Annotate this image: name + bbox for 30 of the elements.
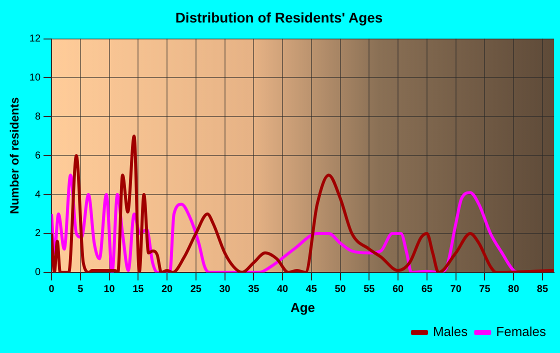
y-axis-title: Number of residents — [8, 96, 22, 214]
x-tick-label: 5 — [78, 284, 84, 296]
x-tick-label: 40 — [276, 284, 289, 296]
chart-title: Distribution of Residents' Ages — [175, 9, 383, 26]
x-tick-label: 35 — [248, 284, 260, 296]
x-tick-label: 10 — [104, 284, 116, 296]
legend-label: Females — [496, 324, 546, 340]
x-tick-label: 15 — [132, 284, 144, 296]
x-tick-label: 0 — [48, 284, 55, 296]
y-tick-label: 8 — [34, 111, 41, 122]
x-tick-label: 50 — [334, 284, 346, 296]
x-tick-label: 85 — [536, 284, 548, 296]
y-tick-label: 10 — [29, 72, 41, 84]
x-tick-label: 20 — [161, 284, 174, 296]
x-tick-label: 70 — [450, 284, 462, 296]
x-tick-label: 80 — [508, 284, 520, 296]
x-tick-label: 30 — [219, 284, 231, 296]
y-tick-label: 0 — [34, 267, 41, 278]
y-tick-label: 4 — [34, 189, 41, 200]
x-axis-title: Age — [290, 300, 316, 315]
x-tick-label: 25 — [190, 284, 202, 296]
x-tick-label: 75 — [479, 284, 491, 296]
y-tick-label: 12 — [29, 34, 41, 45]
x-tick-label: 45 — [306, 284, 318, 296]
y-tick-label: 2 — [34, 228, 41, 240]
x-tick-label: 55 — [364, 284, 376, 296]
legend-label: Males — [432, 324, 468, 340]
x-tick-label: 60 — [392, 284, 404, 296]
x-tick-label: 65 — [421, 284, 433, 296]
y-tick-label: 6 — [34, 150, 41, 162]
